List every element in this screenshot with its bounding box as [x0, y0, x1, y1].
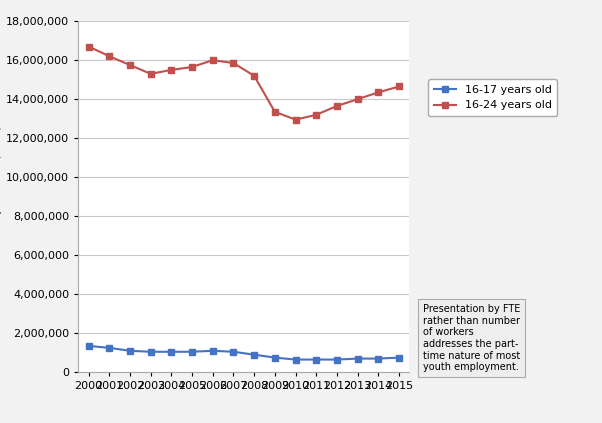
16-17 years old — [168, 349, 175, 354]
16-24 years old — [85, 44, 92, 49]
16-24 years old — [230, 60, 237, 66]
16-17 years old — [85, 343, 92, 349]
16-17 years old — [106, 345, 113, 350]
16-24 years old — [354, 96, 361, 102]
16-17 years old — [354, 356, 361, 361]
16-17 years old — [126, 348, 134, 353]
16-17 years old — [292, 357, 299, 362]
16-17 years old — [188, 349, 196, 354]
16-24 years old — [209, 58, 216, 63]
16-24 years old — [106, 54, 113, 59]
16-24 years old — [272, 109, 279, 114]
16-24 years old — [168, 67, 175, 72]
Text: Presentation by FTE
rather than number
of workers
addresses the part-
time natur: Presentation by FTE rather than number o… — [423, 304, 520, 372]
16-17 years old — [334, 357, 341, 362]
Line: 16-17 years old: 16-17 years old — [86, 343, 402, 363]
Legend: 16-17 years old, 16-24 years old: 16-17 years old, 16-24 years old — [428, 80, 557, 116]
16-24 years old — [250, 73, 258, 78]
16-17 years old — [250, 352, 258, 357]
16-17 years old — [374, 356, 382, 361]
16-17 years old — [209, 348, 216, 353]
16-24 years old — [312, 112, 320, 117]
16-24 years old — [147, 71, 154, 77]
16-24 years old — [334, 104, 341, 109]
16-17 years old — [396, 355, 403, 360]
16-24 years old — [396, 84, 403, 89]
16-17 years old — [312, 357, 320, 362]
16-17 years old — [230, 349, 237, 354]
16-17 years old — [147, 349, 154, 354]
16-24 years old — [374, 90, 382, 95]
16-24 years old — [126, 63, 134, 68]
Line: 16-24 years old: 16-24 years old — [86, 44, 402, 122]
16-17 years old — [272, 355, 279, 360]
16-24 years old — [292, 117, 299, 122]
16-24 years old — [188, 64, 196, 69]
